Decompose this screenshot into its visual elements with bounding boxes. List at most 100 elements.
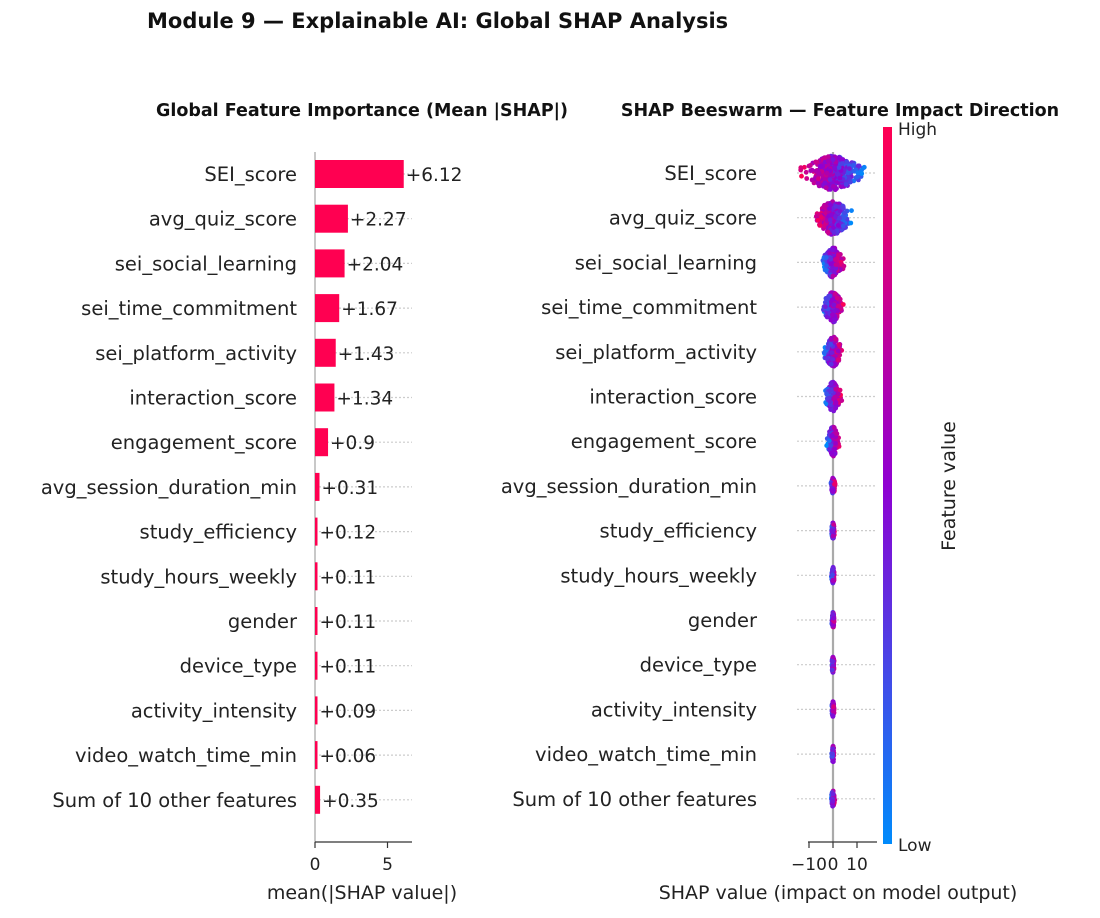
beeswarm-category-label: sei_time_commitment bbox=[541, 296, 757, 319]
bar bbox=[315, 383, 335, 412]
beeswarm-point bbox=[826, 395, 832, 401]
beeswarm-category-label: Sum of 10 other features bbox=[512, 788, 757, 811]
beeswarm-point bbox=[809, 167, 815, 173]
bar bbox=[315, 204, 348, 233]
beeswarm-point bbox=[827, 293, 833, 299]
beeswarm-point bbox=[836, 155, 842, 161]
beeswarm-x-tick-label: 0 bbox=[828, 855, 839, 875]
bar-category-label: study_hours_weekly bbox=[100, 565, 297, 588]
beeswarm-point bbox=[824, 170, 830, 176]
beeswarm-category-label: activity_intensity bbox=[591, 698, 757, 721]
beeswarm-point bbox=[830, 713, 835, 718]
beeswarm-point bbox=[829, 667, 835, 673]
beeswarm-point bbox=[830, 615, 836, 621]
beeswarm-row bbox=[828, 475, 838, 496]
beeswarm-point bbox=[828, 450, 834, 456]
bar-value-label: +1.43 bbox=[338, 344, 395, 365]
beeswarm-row bbox=[820, 245, 847, 280]
bar-value-label: +0.35 bbox=[322, 791, 379, 812]
beeswarm-point bbox=[829, 658, 835, 664]
beeswarm-point bbox=[830, 751, 835, 756]
beeswarm-point bbox=[861, 164, 867, 170]
beeswarm-point bbox=[804, 176, 810, 181]
beeswarm-point bbox=[833, 266, 839, 271]
beeswarm-point bbox=[833, 262, 839, 267]
beeswarm-point bbox=[825, 158, 831, 164]
beeswarm-point bbox=[830, 791, 836, 797]
beeswarm-point bbox=[817, 223, 823, 228]
beeswarm-row bbox=[798, 153, 867, 193]
beeswarm-point bbox=[837, 208, 843, 214]
figure-title: Module 9 — Explainable AI: Global SHAP A… bbox=[147, 9, 728, 33]
beeswarm-point bbox=[859, 171, 865, 177]
beeswarm-point bbox=[824, 263, 829, 269]
beeswarm-point bbox=[821, 204, 827, 210]
bar-value-label: +0.11 bbox=[320, 567, 377, 588]
bar-x-axis-label: mean(|SHAP value|) bbox=[267, 882, 457, 904]
beeswarm-point bbox=[827, 399, 833, 405]
bar bbox=[315, 696, 318, 725]
beeswarm-point bbox=[831, 230, 837, 235]
beeswarm-point bbox=[823, 185, 829, 191]
bar bbox=[315, 249, 345, 278]
beeswarm-point bbox=[832, 395, 837, 400]
beeswarm-point bbox=[822, 267, 828, 273]
beeswarm-point bbox=[847, 166, 852, 172]
beeswarm-point bbox=[832, 317, 837, 323]
beeswarm-point bbox=[840, 302, 846, 307]
beeswarm-point bbox=[832, 291, 838, 297]
bar-value-label: +0.31 bbox=[321, 478, 378, 499]
beeswarm-point bbox=[803, 169, 809, 175]
beeswarm-point bbox=[823, 255, 829, 260]
beeswarm-point bbox=[834, 295, 840, 301]
bar-value-label: +1.67 bbox=[341, 299, 398, 320]
beeswarm-point bbox=[841, 205, 846, 211]
bar bbox=[315, 294, 340, 323]
beeswarm-category-label: avg_quiz_score bbox=[609, 207, 757, 230]
bar-value-label: +0.09 bbox=[320, 701, 377, 722]
bar-value-label: +2.04 bbox=[347, 254, 404, 275]
bar-category-label: sei_social_learning bbox=[115, 252, 297, 275]
beeswarm-point bbox=[816, 170, 822, 176]
bar bbox=[315, 160, 404, 188]
beeswarm-point bbox=[833, 336, 839, 342]
beeswarm-point bbox=[831, 302, 837, 308]
beeswarm-point bbox=[851, 162, 856, 168]
beeswarm-point bbox=[830, 157, 836, 163]
beeswarm-point bbox=[855, 163, 861, 169]
bar-category-label: gender bbox=[228, 610, 298, 633]
bar-value-label: +0.9 bbox=[330, 433, 375, 454]
beeswarm-point bbox=[837, 387, 843, 393]
beeswarm-point bbox=[802, 164, 807, 170]
beeswarm-point bbox=[828, 212, 834, 218]
beeswarm-point bbox=[830, 577, 836, 583]
beeswarm-point bbox=[836, 165, 842, 170]
beeswarm-category-label: avg_session_duration_min bbox=[501, 475, 757, 498]
beeswarm-point bbox=[833, 214, 838, 220]
colorbar-low-label: Low bbox=[898, 836, 932, 856]
beeswarm-row bbox=[821, 334, 845, 369]
beeswarm-point bbox=[824, 391, 829, 397]
beeswarm-category-label: device_type bbox=[640, 654, 757, 677]
beeswarm-row bbox=[821, 290, 846, 325]
beeswarm-point bbox=[829, 350, 835, 356]
beeswarm-category-label: video_watch_time_min bbox=[535, 743, 757, 766]
beeswarm-x-tick-label: −10 bbox=[791, 855, 827, 875]
beeswarm-point bbox=[841, 215, 847, 220]
bar-category-label: sei_time_commitment bbox=[81, 297, 297, 320]
beeswarm-point bbox=[831, 269, 837, 275]
beeswarm-point bbox=[830, 357, 836, 362]
beeswarm-point bbox=[830, 759, 836, 764]
beeswarm-row bbox=[829, 520, 837, 541]
beeswarm-point bbox=[835, 223, 841, 228]
beeswarm-point bbox=[815, 217, 821, 223]
beeswarm-row bbox=[829, 788, 838, 809]
beeswarm-x-axis-label: SHAP value (impact on model output) bbox=[659, 882, 1018, 904]
beeswarm-point bbox=[832, 481, 838, 487]
beeswarm-point bbox=[833, 405, 839, 411]
beeswarm-point bbox=[833, 386, 839, 392]
bar bbox=[315, 338, 336, 367]
beeswarm-category-label: engagement_score bbox=[571, 430, 757, 453]
beeswarm-point bbox=[839, 161, 845, 166]
bar-value-label: +6.12 bbox=[406, 165, 463, 186]
